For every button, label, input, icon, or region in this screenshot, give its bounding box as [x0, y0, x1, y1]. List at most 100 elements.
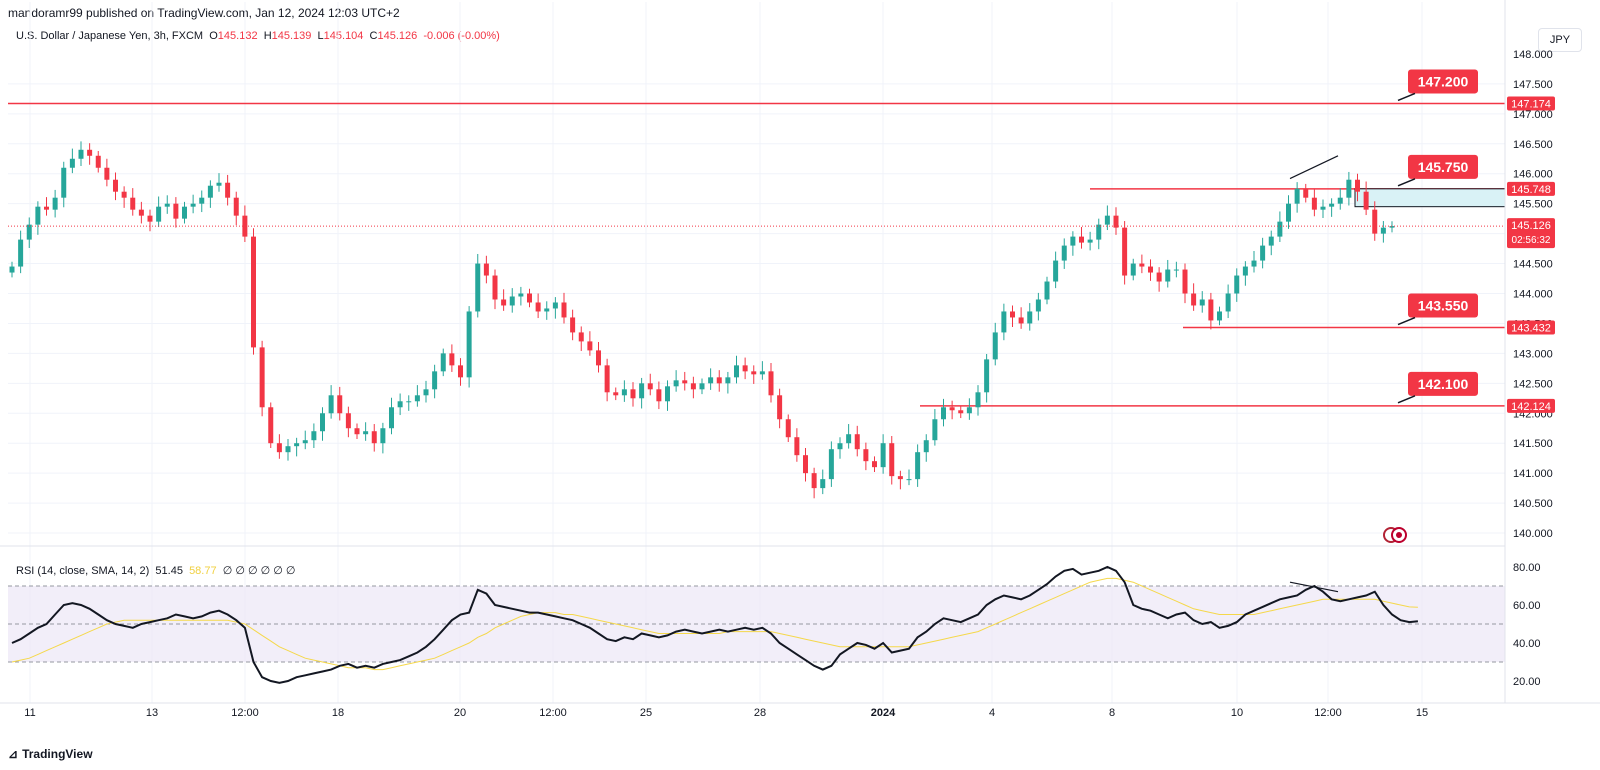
rsi-legend[interactable]: RSI (14, close, SMA, 14, 2) 51.45 58.77 … — [16, 564, 296, 577]
level-axis-tag — [1507, 181, 1555, 196]
candle-body — [121, 191, 127, 198]
candle-body — [1225, 293, 1231, 312]
level-callout-label: 145.750 — [1418, 159, 1469, 175]
candle-body — [173, 203, 179, 219]
level-axis-label: 142.124 — [1511, 401, 1551, 413]
candle-body — [630, 389, 636, 399]
candle-body — [337, 395, 343, 414]
price-tick-label: 140.500 — [1513, 498, 1553, 510]
candle-body — [130, 197, 136, 210]
tradingview-logo[interactable]: ⊿ TradingView — [8, 747, 93, 761]
time-tick-label: 20 — [454, 707, 466, 719]
low-value: 145.104 — [323, 30, 364, 42]
candle-body — [242, 215, 248, 237]
candle-body — [811, 473, 817, 489]
close-value: 145.126 — [377, 30, 418, 42]
candle-body — [1079, 236, 1084, 243]
time-tick-label: 4 — [989, 707, 995, 719]
candlesticks — [8, 141, 1505, 499]
time-tick-label: 28 — [754, 707, 766, 719]
open-value: 145.132 — [217, 30, 258, 42]
candle-body — [509, 296, 515, 306]
time-tick-label: 8 — [1109, 707, 1115, 719]
candle-body — [1346, 179, 1352, 198]
candle-body — [458, 365, 463, 378]
candle-body — [561, 302, 567, 318]
candle-body — [285, 446, 291, 453]
candle-body — [1389, 226, 1395, 228]
candle-body — [587, 341, 593, 351]
candle-body — [647, 383, 653, 390]
rsi-line — [11, 565, 1419, 684]
candle-body — [78, 149, 84, 159]
candle-body — [9, 266, 15, 273]
candle-body — [389, 407, 394, 429]
level-axis-tag — [1507, 96, 1555, 111]
level-axis-tag — [1507, 398, 1555, 413]
price-tick-label: 143.000 — [1513, 348, 1553, 360]
candle-body — [492, 275, 498, 300]
candle-body — [1156, 272, 1162, 282]
candle-body — [156, 206, 162, 222]
candle-body — [44, 206, 49, 210]
price-tick-label: 146.000 — [1513, 169, 1553, 181]
flag-dot — [1396, 532, 1402, 538]
candle-body — [1191, 293, 1197, 306]
candle-body — [682, 380, 688, 384]
candle-body — [1217, 311, 1222, 321]
candle-body — [716, 377, 722, 384]
close-label: C — [369, 30, 378, 42]
rsi-sma-line — [11, 577, 1418, 671]
level-axis-label: 147.174 — [1511, 98, 1551, 110]
candle-body — [1320, 206, 1326, 210]
candle-body — [182, 206, 187, 219]
candle-body — [259, 347, 265, 408]
candle-body — [18, 239, 24, 267]
candle-body — [199, 197, 205, 204]
candle-body — [1208, 299, 1214, 321]
candle-body — [1087, 239, 1093, 243]
candle-body — [475, 263, 481, 312]
candle-body — [949, 407, 955, 411]
candle-body — [673, 380, 679, 387]
level-axis-label: 145.748 — [1511, 184, 1551, 196]
candle-body — [613, 392, 619, 396]
candle-body — [923, 440, 929, 453]
candle-body — [1277, 221, 1283, 237]
candle-body — [699, 383, 705, 390]
candle-body — [639, 383, 645, 399]
level-callout-pointer — [1397, 92, 1416, 102]
candle-body — [1234, 275, 1240, 294]
countdown-label: 02:56:32 — [1512, 235, 1551, 246]
currency-button[interactable]: JPY — [1538, 28, 1582, 52]
candle-body — [544, 308, 550, 312]
price-tick-label: 141.000 — [1513, 468, 1553, 480]
candle-body — [665, 386, 670, 402]
candle-body — [1260, 245, 1266, 261]
rsi-lines — [11, 565, 1419, 684]
candle-body — [69, 158, 75, 168]
candle-body — [690, 383, 696, 390]
price-tick-label: 148.000 — [1513, 49, 1553, 61]
rsi-tick-label: 20.00 — [1513, 676, 1541, 688]
price-tick-label: 140.000 — [1513, 528, 1553, 540]
candle-body — [449, 353, 455, 366]
price-tick-label: 147.000 — [1513, 109, 1553, 121]
candle-body — [1044, 281, 1050, 300]
candle-body — [380, 428, 386, 444]
candle-body — [570, 317, 576, 333]
candle-body — [294, 443, 300, 447]
candle-body — [932, 419, 938, 441]
level-callout-pointer — [1397, 178, 1416, 187]
time-tick-label: 12:00 — [1314, 707, 1342, 719]
candle-body — [604, 365, 610, 393]
level-axis-label: 143.432 — [1511, 323, 1551, 335]
level-callout-label: 142.100 — [1418, 376, 1469, 392]
candle-body — [268, 407, 274, 444]
candle-body — [803, 455, 808, 474]
candle-body — [104, 167, 110, 180]
candle-body — [992, 332, 998, 360]
rsi-value: 51.45 — [155, 565, 183, 577]
symbol-name[interactable]: U.S. Dollar / Japanese Yen, 3h, FXCM — [16, 30, 204, 42]
